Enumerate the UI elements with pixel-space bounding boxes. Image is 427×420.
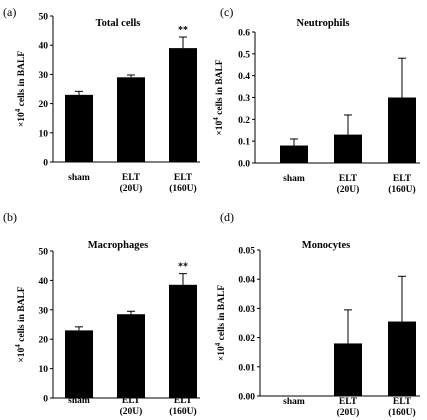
chart-panel-d: (d) Monocytes ×104 cells in BALF 0.00 0.01 0.…: [214, 210, 420, 418]
y-axis-label-suffix: cells in BALF: [17, 286, 27, 344]
y-tick-label: 10: [39, 129, 49, 139]
y-tick-label: 0.3: [238, 94, 250, 104]
y-axis-label-exp: 4: [14, 108, 22, 112]
y-tick-label: 0: [43, 159, 48, 169]
x-tick-label-sub: (20U): [337, 184, 360, 195]
bar: [65, 330, 93, 398]
bar: [388, 321, 416, 396]
x-tick-label-sub: (160U): [169, 183, 196, 194]
x-tick-label-sub: (160U): [388, 407, 415, 418]
y-tick-label: 0.4: [238, 72, 250, 82]
x-tick-label: ELT: [339, 397, 358, 407]
bar: [65, 94, 93, 162]
chart-title: Total cells: [96, 18, 141, 29]
y-axis-label: ×104 cells in BALF: [14, 51, 27, 127]
y-tick-label: 0.04: [238, 276, 255, 286]
y-axis-label: ×104 cells in BALF: [212, 59, 225, 135]
x-tick-label: ELT: [122, 173, 141, 183]
x-tick-label-sub: (20U): [120, 183, 143, 194]
y-axis-label-prefix: ×10: [215, 120, 225, 135]
y-tick-label: 0.00: [238, 393, 255, 403]
y-axis-label-prefix: ×10: [217, 346, 227, 361]
x-tick-label: ELT: [339, 174, 358, 184]
y-axis-label: ×104 cells in BALF: [214, 285, 227, 361]
y-axis-label: ×104 cells in BALF: [14, 286, 27, 362]
y-tick-label: 30: [39, 306, 49, 316]
bar: [280, 145, 308, 163]
bar: [334, 343, 362, 396]
panel-letter: (c): [220, 5, 233, 19]
panel-letter: (b): [3, 210, 17, 224]
chart-title: Monocytes: [302, 240, 350, 251]
panel-letter: (a): [3, 5, 16, 19]
y-tick-label: 40: [39, 42, 49, 52]
y-tick-label: 50: [39, 13, 49, 23]
panel-letter: (d): [220, 210, 234, 224]
y-axis-label-prefix: ×10: [17, 112, 27, 127]
y-tick-label: 0.5: [238, 50, 250, 60]
chart-panel-a: (a) Total cells ×104 cells in BALF 0 10 20 30 4…: [3, 5, 200, 194]
y-tick-label: 0.02: [238, 334, 255, 344]
bar: [117, 314, 145, 398]
x-tick-label: ELT: [393, 174, 412, 184]
bar: [117, 77, 145, 162]
y-tick-label: 0.6: [238, 29, 250, 39]
y-tick-label: 0: [43, 395, 48, 405]
x-tick-label: ELT: [393, 397, 412, 407]
x-tick-label: ELT: [174, 396, 193, 406]
significance-marker: **: [178, 262, 188, 273]
y-tick-label: 0.05: [238, 247, 255, 257]
y-tick-label: 50: [39, 248, 49, 258]
y-tick-label: 0.0: [238, 160, 250, 170]
x-tick-label: sham: [68, 173, 90, 183]
y-tick-label: 0.01: [238, 363, 255, 373]
y-tick-label: 0.03: [238, 305, 255, 315]
significance-marker: **: [178, 25, 188, 36]
y-axis-label-exp: 4: [214, 342, 222, 346]
y-axis-label-suffix: cells in BALF: [217, 285, 227, 343]
x-tick-label: ELT: [122, 396, 141, 406]
y-tick-label: 20: [39, 336, 49, 346]
bar: [334, 134, 362, 163]
x-tick-label: ELT: [174, 173, 193, 183]
y-tick-label: 0.2: [238, 116, 250, 126]
x-tick-label-sub: (160U): [169, 406, 196, 417]
bar: [388, 97, 416, 163]
y-axis-label-suffix: cells in BALF: [215, 59, 225, 117]
y-tick-label: 0.1: [238, 138, 250, 148]
y-axis-label-exp: 4: [212, 117, 220, 121]
x-tick-label: sham: [68, 396, 90, 406]
x-tick-label: sham: [283, 174, 305, 184]
y-tick-label: 10: [39, 365, 49, 375]
chart-panel-c: (c) Neutrophils ×104 cells in BALF 0.0 0.1 0.…: [212, 5, 420, 195]
x-tick-label: sham: [283, 397, 305, 407]
y-axis-label-suffix: cells in BALF: [17, 51, 27, 109]
chart-title: Neutrophils: [297, 18, 350, 29]
chart-panel-b: (b) Macrophages ×104 cells in BALF 0 10 20 30 4…: [3, 210, 200, 417]
x-tick-label-sub: (160U): [388, 184, 415, 195]
chart-title: Macrophages: [88, 240, 148, 251]
bar: [169, 48, 197, 163]
x-tick-label-sub: (20U): [120, 406, 143, 417]
x-tick-label-sub: (20U): [337, 407, 360, 418]
y-tick-label: 30: [39, 71, 49, 81]
bar: [169, 284, 197, 398]
y-tick-label: 20: [39, 100, 49, 110]
y-axis-label-exp: 4: [14, 344, 22, 348]
y-axis-label-prefix: ×10: [17, 347, 27, 362]
y-tick-label: 40: [39, 277, 49, 287]
